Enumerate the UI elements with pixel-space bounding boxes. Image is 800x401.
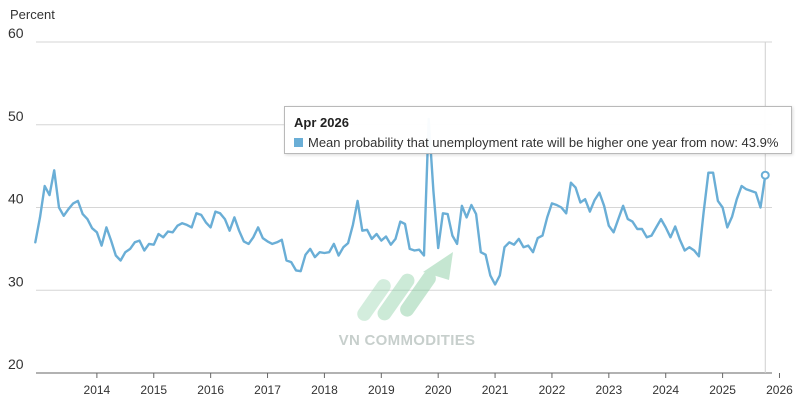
x-tick-label: 2022 [539, 383, 566, 397]
watermark: VN COMMODITIES [327, 250, 487, 354]
x-tick-label: 2017 [254, 383, 281, 397]
y-axis-label: Percent [10, 7, 55, 22]
x-tick-label: 2020 [425, 383, 452, 397]
x-tick-label: 2019 [368, 383, 395, 397]
tooltip-row: Mean probability that unemployment rate … [294, 134, 782, 152]
x-tick-label: 2021 [482, 383, 509, 397]
chart-tooltip: Apr 2026 Mean probability that unemploym… [284, 106, 792, 154]
highlighted-point[interactable] [760, 170, 770, 180]
x-tick-label: 2026 [766, 383, 793, 397]
series-line[interactable] [34, 117, 767, 286]
series-swatch-icon [294, 138, 303, 147]
y-tick-label: 30 [8, 273, 24, 289]
y-tick-label: 60 [8, 25, 24, 41]
x-tick-label: 2023 [595, 383, 622, 397]
x-tick-label: 2018 [311, 383, 338, 397]
y-tick-labels: 20 30 40 50 60 [8, 25, 24, 372]
x-tick-label: 2016 [197, 383, 224, 397]
y-tick-label: 40 [8, 191, 24, 207]
tooltip-title: Apr 2026 [294, 115, 349, 130]
x-tick-labels: 2014 2015 2016 2017 2018 2019 2020 2021 2022 2023… [84, 373, 793, 397]
watermark-logo-icon [357, 252, 453, 321]
x-tick-label: 2024 [652, 383, 679, 397]
tooltip-value: Mean probability that unemployment rate … [308, 135, 779, 150]
watermark-text: VN COMMODITIES [338, 332, 476, 349]
y-tick-label: 20 [8, 356, 24, 372]
x-tick-label: 2014 [84, 383, 111, 397]
x-tick-label: 2025 [709, 383, 736, 397]
x-tick-label: 2015 [140, 383, 167, 397]
y-tick-label: 50 [8, 108, 24, 124]
